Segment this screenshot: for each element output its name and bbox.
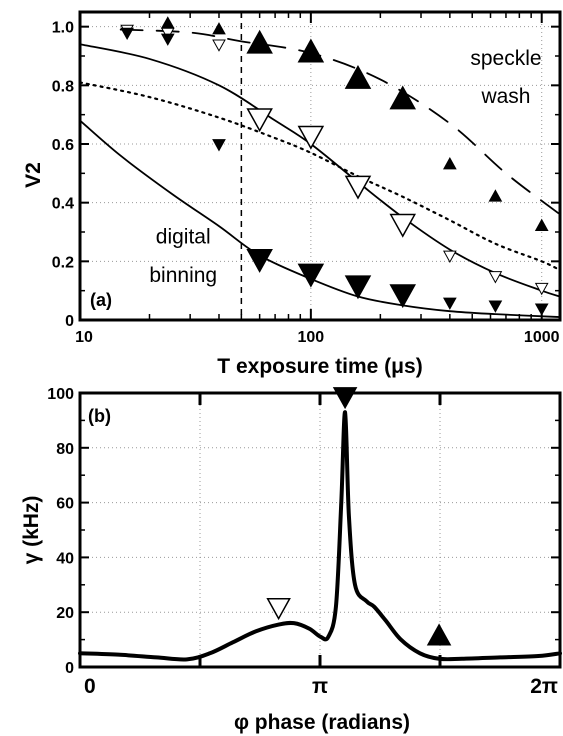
y-tick-label-b: 100 bbox=[47, 386, 74, 403]
x-tick-label-a: 10 bbox=[75, 329, 93, 346]
data-point-down-filled-small bbox=[120, 27, 134, 41]
y-tick-label-b: 40 bbox=[56, 550, 74, 567]
y-tick-label-a: 1.0 bbox=[52, 20, 74, 37]
y-tick-label-a: 0.4 bbox=[52, 196, 74, 213]
data-point-down-open-large bbox=[297, 125, 325, 150]
phase-marker-down-open bbox=[266, 598, 291, 621]
curves-b bbox=[78, 410, 562, 662]
data-point-down-filled-large bbox=[246, 249, 273, 273]
x-tick-label-b: 0 bbox=[84, 675, 96, 698]
data-point-down-open-small bbox=[212, 39, 226, 52]
x-tick-label-b: π bbox=[312, 675, 328, 698]
y-tick-label-b: 60 bbox=[56, 496, 74, 513]
data-point-up-filled-large bbox=[246, 29, 273, 54]
data-point-down-filled-large bbox=[344, 275, 372, 300]
y-tick-label-a: 0.8 bbox=[52, 78, 74, 95]
data-point-up-filled-small bbox=[212, 22, 226, 35]
annotation-wash: wash bbox=[480, 85, 530, 108]
data-point-up-filled-small bbox=[160, 16, 175, 29]
data-point-down-open-small bbox=[443, 250, 457, 263]
data-point-down-filled-small bbox=[212, 139, 226, 152]
y-tick-label-a: 0 bbox=[65, 313, 74, 330]
y-tick-label-b: 0 bbox=[65, 660, 74, 677]
data-point-up-filled-large bbox=[297, 38, 325, 63]
panel-a: 10 100 1000 0 0.2 0.4 0.6 0.8 1.0 (a) speckle wa… bbox=[22, 10, 562, 378]
panel-b: 0 π 2π 0 20 40 60 80 100 (b) φ phase (radians) γ… bbox=[20, 386, 562, 734]
data-point-up-filled-large bbox=[389, 85, 417, 110]
y-tick-label-b: 80 bbox=[56, 441, 74, 458]
y-axis-label-a: V2 bbox=[22, 162, 45, 188]
data-point-down-filled-large bbox=[297, 263, 325, 288]
data-point-up-filled-small bbox=[488, 189, 503, 202]
y-tick-label-a: 0.6 bbox=[52, 137, 74, 154]
data-point-down-open-large bbox=[246, 108, 273, 133]
fit-curve-dashed bbox=[119, 28, 561, 216]
annotation-binning: binning bbox=[149, 264, 217, 287]
x-tick-label-b: 2π bbox=[530, 675, 558, 698]
data-point-down-open-small bbox=[488, 271, 503, 284]
data-point-down-filled-large bbox=[389, 284, 417, 309]
x-axis-label-a: T exposure time (μs) bbox=[217, 355, 422, 378]
ticks-b: 0 π 2π 0 20 40 60 80 100 bbox=[47, 386, 560, 698]
fit-curve-dotted bbox=[78, 81, 562, 272]
data-point-down-open-large bbox=[344, 175, 372, 200]
plot-frame-a bbox=[78, 10, 562, 322]
y-tick-label-b: 20 bbox=[56, 605, 74, 622]
markers-b bbox=[266, 387, 452, 646]
x-tick-label-a: 100 bbox=[298, 329, 325, 346]
data-point-down-filled-small bbox=[160, 33, 175, 46]
decay-rate-curve bbox=[78, 410, 562, 662]
markers-a bbox=[120, 16, 549, 316]
panel-label-b: (b) bbox=[88, 406, 111, 426]
data-point-down-open-large bbox=[389, 213, 417, 238]
data-point-down-filled-small bbox=[488, 300, 503, 313]
phase-marker-down-filled bbox=[332, 387, 358, 410]
annotation-speckle: speckle bbox=[470, 47, 541, 70]
phase-marker-up-filled bbox=[426, 623, 452, 646]
data-point-up-filled-large bbox=[344, 64, 372, 89]
x-tick-label-a: 1000 bbox=[524, 329, 560, 346]
annotation-digital: digital bbox=[156, 226, 211, 249]
data-point-down-open-small bbox=[534, 282, 549, 296]
y-axis-label-b: γ (kHz) bbox=[20, 496, 43, 565]
ticks-a: 10 100 1000 0 0.2 0.4 0.6 0.8 1.0 bbox=[52, 12, 560, 346]
data-point-down-filled-small bbox=[443, 297, 457, 310]
data-point-up-filled-small bbox=[443, 157, 457, 170]
fit-curve-solid bbox=[79, 43, 561, 298]
panel-label-a: (a) bbox=[90, 290, 112, 310]
data-point-up-filled-small bbox=[534, 218, 549, 231]
y-tick-label-a: 0.2 bbox=[52, 254, 74, 271]
grid-b bbox=[80, 392, 560, 668]
x-axis-label-b: φ phase (radians) bbox=[234, 711, 410, 734]
